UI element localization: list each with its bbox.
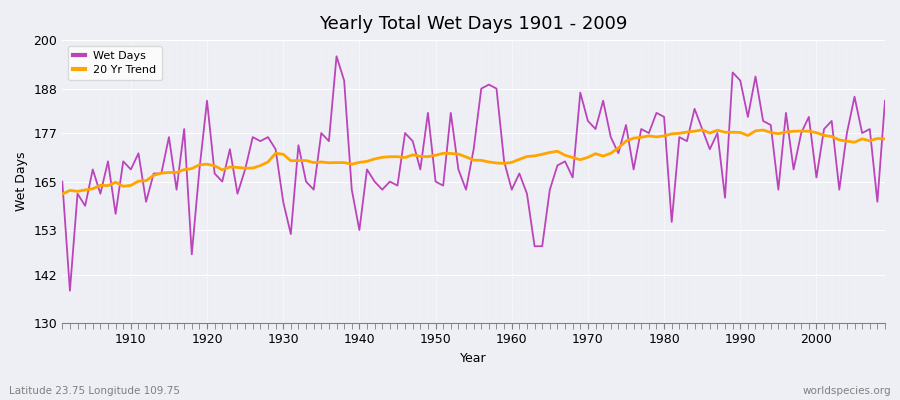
X-axis label: Year: Year <box>460 352 487 365</box>
20 Yr Trend <box>697 128 707 132</box>
Wet Days <box>613 151 624 156</box>
Wet Days <box>879 98 890 103</box>
Line: Wet Days: Wet Days <box>62 56 885 291</box>
Wet Days <box>514 171 525 176</box>
Wet Days <box>293 143 304 148</box>
Text: worldspecies.org: worldspecies.org <box>803 386 891 396</box>
20 Yr Trend <box>57 192 68 196</box>
20 Yr Trend <box>507 160 517 165</box>
Wet Days <box>346 187 357 192</box>
20 Yr Trend <box>331 160 342 165</box>
Text: Latitude 23.75 Longitude 109.75: Latitude 23.75 Longitude 109.75 <box>9 386 180 396</box>
Wet Days <box>331 54 342 59</box>
20 Yr Trend <box>118 184 129 189</box>
20 Yr Trend <box>598 154 608 158</box>
Line: 20 Yr Trend: 20 Yr Trend <box>62 130 885 194</box>
Wet Days <box>125 167 136 172</box>
Wet Days <box>57 179 68 184</box>
Wet Days <box>65 288 76 293</box>
20 Yr Trend <box>879 136 890 141</box>
Title: Yearly Total Wet Days 1901 - 2009: Yearly Total Wet Days 1901 - 2009 <box>320 15 628 33</box>
20 Yr Trend <box>285 158 296 163</box>
Wet Days <box>522 191 533 196</box>
Legend: Wet Days, 20 Yr Trend: Wet Days, 20 Yr Trend <box>68 46 162 80</box>
20 Yr Trend <box>499 161 509 166</box>
Y-axis label: Wet Days: Wet Days <box>15 152 28 211</box>
